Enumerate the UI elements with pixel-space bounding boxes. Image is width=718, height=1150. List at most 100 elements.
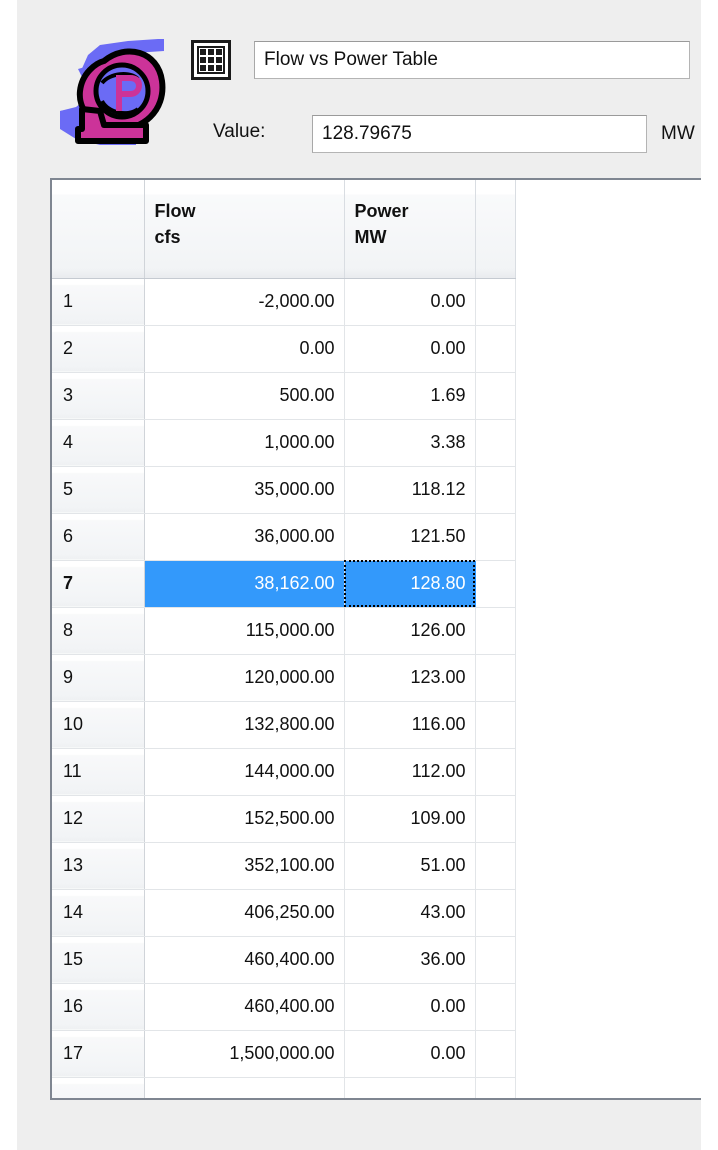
power-cell[interactable]: 43.00 <box>344 889 476 937</box>
row-number-cell[interactable]: 6 <box>52 513 145 561</box>
empty-cell[interactable] <box>475 748 516 796</box>
flow-cell[interactable]: 120,000.00 <box>144 654 345 702</box>
empty-cell[interactable] <box>475 654 516 702</box>
empty-cell[interactable] <box>475 372 516 420</box>
flow-cell[interactable]: 500.00 <box>144 372 345 420</box>
blank-cell[interactable] <box>344 1077 476 1098</box>
flow-cell[interactable]: 406,250.00 <box>144 889 345 937</box>
power-cell[interactable]: 3.38 <box>344 419 476 467</box>
table-row[interactable]: 5 35,000.00 118.12 <box>52 466 516 514</box>
flow-cell[interactable]: 460,400.00 <box>144 983 345 1031</box>
row-number-cell[interactable]: 17 <box>52 1030 145 1078</box>
empty-cell[interactable] <box>475 983 516 1031</box>
row-number-cell[interactable]: 5 <box>52 466 145 514</box>
flow-cell[interactable]: -2,000.00 <box>144 278 345 326</box>
row-number-cell[interactable]: 4 <box>52 419 145 467</box>
flow-cell[interactable]: 36,000.00 <box>144 513 345 561</box>
flow-cell[interactable]: 144,000.00 <box>144 748 345 796</box>
power-cell[interactable]: 128.80 <box>344 560 476 608</box>
table-row[interactable]: 10 132,800.00 116.00 <box>52 701 516 749</box>
empty-cell[interactable] <box>475 795 516 843</box>
row-number-cell[interactable]: 7 <box>52 560 145 608</box>
table-row[interactable]: 6 36,000.00 121.50 <box>52 513 516 561</box>
power-cell[interactable]: 0.00 <box>344 1030 476 1078</box>
flow-cell[interactable]: 1,500,000.00 <box>144 1030 345 1078</box>
power-cell[interactable]: 0.00 <box>344 325 476 373</box>
table-row[interactable]: 13 352,100.00 51.00 <box>52 842 516 890</box>
table-row[interactable]: 12 152,500.00 109.00 <box>52 795 516 843</box>
flow-cell[interactable]: 460,400.00 <box>144 936 345 984</box>
empty-cell[interactable] <box>475 889 516 937</box>
row-number-cell[interactable]: 12 <box>52 795 145 843</box>
blank-cell[interactable] <box>475 1077 516 1098</box>
flow-cell[interactable]: 115,000.00 <box>144 607 345 655</box>
power-cell[interactable]: 109.00 <box>344 795 476 843</box>
table-row[interactable]: 9 120,000.00 123.00 <box>52 654 516 702</box>
power-cell[interactable]: 123.00 <box>344 654 476 702</box>
row-number-cell[interactable]: 16 <box>52 983 145 1031</box>
table-row[interactable]: 17 1,500,000.00 0.00 <box>52 1030 516 1078</box>
power-cell[interactable]: 0.00 <box>344 278 476 326</box>
power-cell[interactable]: 118.12 <box>344 466 476 514</box>
row-number-cell[interactable]: 15 <box>52 936 145 984</box>
column-header-empty[interactable] <box>475 180 516 279</box>
empty-cell[interactable] <box>475 936 516 984</box>
table-row-blank[interactable] <box>52 1077 516 1098</box>
power-cell[interactable]: 126.00 <box>344 607 476 655</box>
table-row[interactable]: 15 460,400.00 36.00 <box>52 936 516 984</box>
table-row[interactable]: 1 -2,000.00 0.00 <box>52 278 516 326</box>
table-row[interactable]: 8 115,000.00 126.00 <box>52 607 516 655</box>
table-title-input[interactable]: Flow vs Power Table <box>254 41 690 79</box>
empty-cell[interactable] <box>475 607 516 655</box>
flow-cell[interactable]: 352,100.00 <box>144 842 345 890</box>
grid-body: 1 -2,000.00 0.00 2 0.00 0.00 3 500.00 1.69 4 1,000… <box>52 278 516 1098</box>
empty-cell[interactable] <box>475 560 516 608</box>
flow-cell[interactable]: 132,800.00 <box>144 701 345 749</box>
row-number-cell[interactable]: 8 <box>52 607 145 655</box>
row-number-cell[interactable]: 11 <box>52 748 145 796</box>
row-number-cell[interactable]: 13 <box>52 842 145 890</box>
empty-cell[interactable] <box>475 278 516 326</box>
blank-cell[interactable] <box>144 1077 345 1098</box>
power-cell[interactable]: 1.69 <box>344 372 476 420</box>
power-cell[interactable]: 36.00 <box>344 936 476 984</box>
empty-cell[interactable] <box>475 701 516 749</box>
empty-cell[interactable] <box>475 1030 516 1078</box>
empty-cell[interactable] <box>475 419 516 467</box>
row-number-cell[interactable]: 3 <box>52 372 145 420</box>
table-row[interactable]: 3 500.00 1.69 <box>52 372 516 420</box>
grid-header-row: Flow cfs Power MW <box>52 180 516 279</box>
table-row[interactable]: 4 1,000.00 3.38 <box>52 419 516 467</box>
empty-cell[interactable] <box>475 325 516 373</box>
power-cell[interactable]: 121.50 <box>344 513 476 561</box>
table-row[interactable]: 11 144,000.00 112.00 <box>52 748 516 796</box>
table-row[interactable]: 2 0.00 0.00 <box>52 325 516 373</box>
row-number-cell[interactable]: 1 <box>52 278 145 326</box>
power-cell[interactable]: 51.00 <box>344 842 476 890</box>
column-header-rownum[interactable] <box>52 180 145 279</box>
row-number-cell[interactable]: 10 <box>52 701 145 749</box>
flow-cell[interactable]: 1,000.00 <box>144 419 345 467</box>
empty-cell[interactable] <box>475 466 516 514</box>
empty-cell[interactable] <box>475 842 516 890</box>
grid-table-icon <box>191 40 231 80</box>
power-cell[interactable]: 112.00 <box>344 748 476 796</box>
power-cell[interactable]: 0.00 <box>344 983 476 1031</box>
empty-cell[interactable] <box>475 513 516 561</box>
flow-cell[interactable]: 152,500.00 <box>144 795 345 843</box>
table-row[interactable]: 14 406,250.00 43.00 <box>52 889 516 937</box>
column-header-power[interactable]: Power MW <box>344 180 476 279</box>
row-number-cell[interactable]: 14 <box>52 889 145 937</box>
flow-cell[interactable]: 35,000.00 <box>144 466 345 514</box>
table-row[interactable]: 16 460,400.00 0.00 <box>52 983 516 1031</box>
row-number-cell[interactable]: 2 <box>52 325 145 373</box>
data-grid-container[interactable]: Flow cfs Power MW 1 -2,000.00 0.00 2 0.00 0.0… <box>50 178 701 1100</box>
value-input[interactable]: 128.79675 <box>312 115 647 153</box>
column-header-flow[interactable]: Flow cfs <box>144 180 345 279</box>
table-row[interactable]: 7 38,162.00 128.80 <box>52 560 516 608</box>
flow-cell[interactable]: 0.00 <box>144 325 345 373</box>
power-cell[interactable]: 116.00 <box>344 701 476 749</box>
blank-cell[interactable] <box>52 1077 145 1098</box>
row-number-cell[interactable]: 9 <box>52 654 145 702</box>
flow-cell[interactable]: 38,162.00 <box>144 560 345 608</box>
